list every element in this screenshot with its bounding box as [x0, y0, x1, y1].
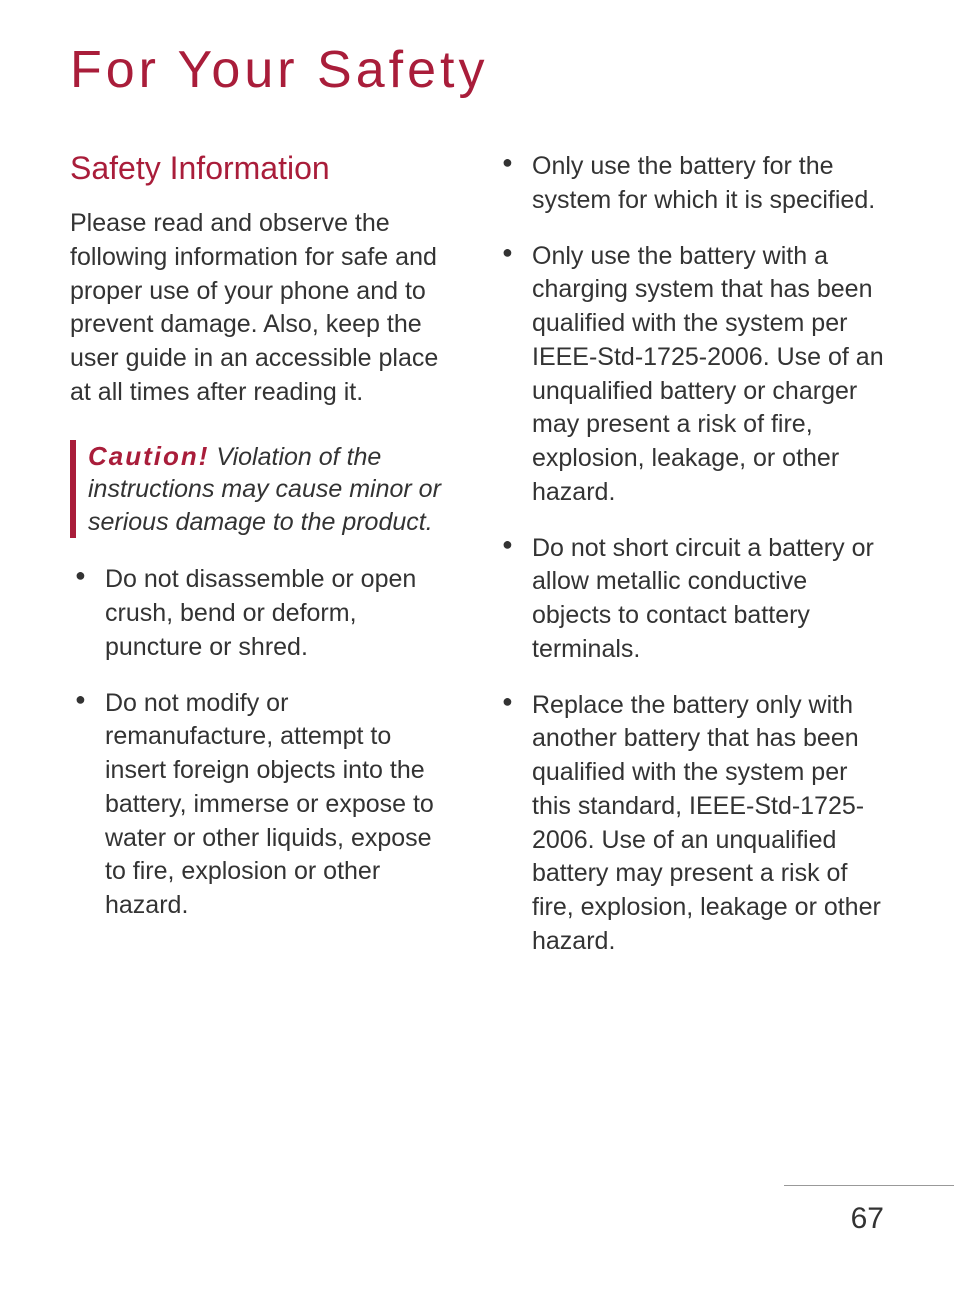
page-number: 67 [851, 1202, 884, 1236]
right-column: Only use the battery for the system for … [497, 150, 884, 981]
content-columns: Safety Information Please read and obser… [70, 150, 884, 981]
caution-text: Caution! Violation of the instructions m… [88, 440, 457, 539]
caution-label: Caution! [88, 441, 209, 471]
list-item: Do not disassemble or open crush, bend o… [70, 563, 457, 664]
section-title: Safety Information [70, 150, 457, 187]
list-item: Replace the battery only with another ba… [497, 689, 884, 959]
list-item: Do not short circuit a battery or allow … [497, 532, 884, 667]
caution-box: Caution! Violation of the instructions m… [70, 440, 457, 539]
right-bullet-list: Only use the battery for the system for … [497, 150, 884, 959]
list-item: Only use the battery with a charging sys… [497, 240, 884, 510]
page-divider-line [784, 1185, 954, 1186]
left-bullet-list: Do not disassemble or open crush, bend o… [70, 563, 457, 923]
intro-paragraph: Please read and observe the following in… [70, 207, 457, 410]
left-column: Safety Information Please read and obser… [70, 150, 457, 981]
list-item: Do not modify or remanufacture, attempt … [70, 687, 457, 923]
page-title: For Your Safety [70, 40, 884, 100]
list-item: Only use the battery for the system for … [497, 150, 884, 218]
